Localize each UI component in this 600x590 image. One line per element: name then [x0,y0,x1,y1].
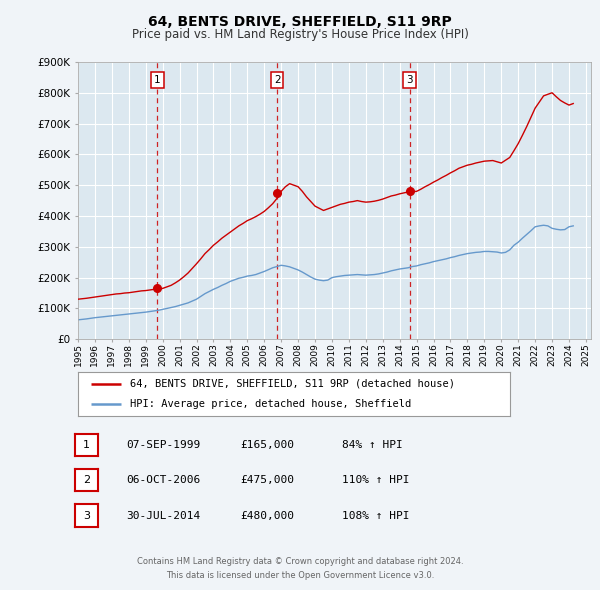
Text: 64, BENTS DRIVE, SHEFFIELD, S11 9RP (detached house): 64, BENTS DRIVE, SHEFFIELD, S11 9RP (det… [130,379,455,389]
Text: £165,000: £165,000 [240,440,294,450]
Text: 110% ↑ HPI: 110% ↑ HPI [342,476,409,485]
Text: 07-SEP-1999: 07-SEP-1999 [126,440,200,450]
Text: This data is licensed under the Open Government Licence v3.0.: This data is licensed under the Open Gov… [166,571,434,580]
Text: 1: 1 [154,75,161,85]
Text: 3: 3 [406,75,413,85]
Text: £480,000: £480,000 [240,511,294,520]
Text: 84% ↑ HPI: 84% ↑ HPI [342,440,403,450]
Text: 30-JUL-2014: 30-JUL-2014 [126,511,200,520]
Text: Contains HM Land Registry data © Crown copyright and database right 2024.: Contains HM Land Registry data © Crown c… [137,557,463,566]
Text: 2: 2 [83,476,90,485]
Text: 06-OCT-2006: 06-OCT-2006 [126,476,200,485]
Text: 64, BENTS DRIVE, SHEFFIELD, S11 9RP: 64, BENTS DRIVE, SHEFFIELD, S11 9RP [148,15,452,29]
Text: Price paid vs. HM Land Registry's House Price Index (HPI): Price paid vs. HM Land Registry's House … [131,28,469,41]
Text: 1: 1 [83,440,90,450]
Text: 2: 2 [274,75,280,85]
Text: £475,000: £475,000 [240,476,294,485]
Text: HPI: Average price, detached house, Sheffield: HPI: Average price, detached house, Shef… [130,399,411,409]
Text: 108% ↑ HPI: 108% ↑ HPI [342,511,409,520]
Text: 3: 3 [83,511,90,520]
